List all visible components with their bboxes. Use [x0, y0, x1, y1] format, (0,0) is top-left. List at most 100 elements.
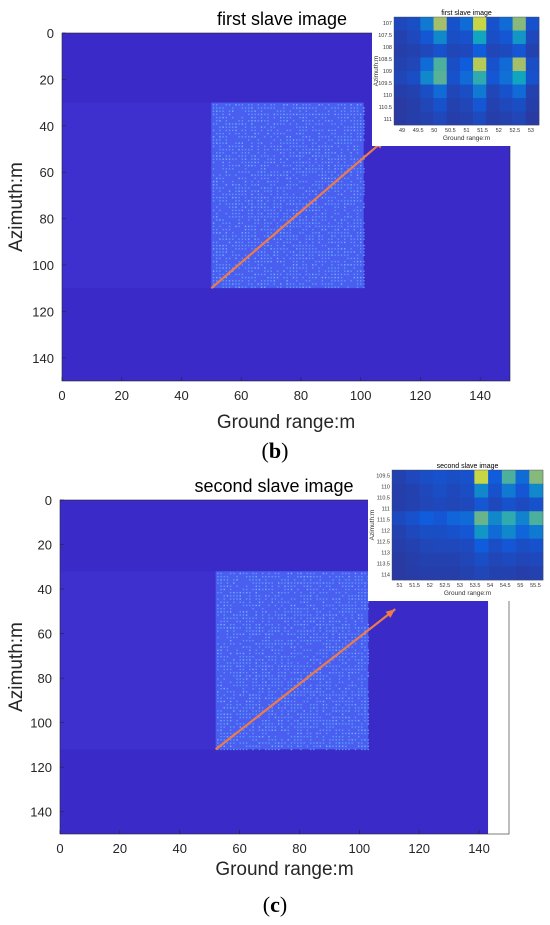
y-tick-label: 60 [40, 165, 54, 180]
scatter-dot [341, 582, 344, 584]
scatter-dot [261, 671, 264, 674]
scatter-dot [245, 627, 248, 629]
scatter-dot [293, 620, 296, 623]
scatter-dot [236, 595, 238, 597]
scatter-dot [303, 735, 305, 738]
scatter-dot [222, 238, 224, 240]
scatter-dot [367, 639, 369, 642]
scatter-dot [332, 572, 334, 575]
scatter-dot [276, 248, 279, 250]
scatter-dot [332, 633, 334, 635]
scatter-dot [220, 579, 222, 581]
scatter-dot [306, 623, 309, 626]
scatter-dot [302, 113, 304, 116]
x-tick-label: 140 [468, 841, 490, 856]
scatter-dot [321, 104, 324, 106]
scatter-dot [325, 646, 328, 648]
scatter-dot [361, 668, 363, 671]
scatter-dot [297, 575, 299, 578]
scatter-dot [248, 238, 250, 240]
scatter-dot [308, 148, 311, 151]
scatter-dot [280, 161, 282, 164]
scatter-dot [337, 238, 340, 240]
scatter-dot [236, 579, 238, 581]
scatter-dot [255, 694, 257, 696]
scatter-dot [334, 241, 336, 244]
scatter-dot [305, 203, 308, 205]
scatter-dot [319, 716, 321, 719]
scatter-dot [324, 161, 327, 164]
scatter-dot [219, 209, 221, 212]
scatter-dot [325, 585, 328, 587]
scatter-dot [232, 158, 234, 160]
scatter-dot [315, 158, 317, 160]
scatter-dot [222, 254, 224, 256]
scatter-dot [283, 190, 285, 192]
scatter-dot [308, 273, 311, 276]
scatter-dot [251, 123, 253, 125]
inset-heatmap-cell [394, 30, 408, 45]
scatter-dot [347, 145, 349, 148]
scatter-dot [322, 623, 325, 626]
scatter-dot [328, 270, 330, 272]
scatter-dot [222, 180, 224, 183]
scatter-dot [225, 200, 228, 202]
scatter-dot [332, 639, 334, 642]
scatter-dot [265, 719, 267, 722]
scatter-dot [350, 184, 352, 186]
scatter-dot [345, 703, 347, 706]
scatter-dot [302, 139, 304, 141]
scatter-dot [289, 238, 292, 240]
scatter-dot [338, 649, 341, 651]
scatter-dot [357, 707, 360, 709]
scatter-dot [300, 639, 302, 642]
scatter-dot [276, 171, 279, 173]
scatter-dot [303, 575, 305, 578]
scatter-dot [341, 643, 344, 645]
scatter-dot [312, 267, 314, 269]
scatter-dot [261, 659, 264, 661]
scatter-dot [283, 232, 285, 234]
scatter-dot [308, 257, 311, 260]
scatter-dot [264, 283, 266, 285]
scatter-dot [325, 703, 328, 706]
scatter-dot [260, 206, 263, 208]
scatter-dot [248, 161, 250, 164]
scatter-dot [219, 120, 221, 122]
scatter-dot [354, 611, 357, 613]
scatter-dot [356, 283, 359, 285]
scatter-dot [289, 142, 292, 144]
scatter-dot [271, 585, 273, 587]
inset-x-tick-label: 54.5 [500, 583, 511, 589]
scatter-dot [324, 244, 327, 247]
scatter-dot [303, 694, 305, 696]
scatter-dot [312, 148, 314, 151]
scatter-dot [257, 203, 260, 205]
scatter-dot [296, 206, 298, 208]
scatter-dot [337, 193, 340, 196]
scatter-dot [268, 713, 270, 715]
scatter-dot [321, 251, 324, 253]
scatter-dot [363, 110, 365, 112]
scatter-dot [252, 582, 254, 584]
scatter-dot [228, 203, 231, 205]
scatter-dot [273, 180, 276, 183]
scatter-dot [325, 643, 328, 645]
scatter-dot [283, 212, 285, 215]
x-tick-label: 100 [350, 388, 372, 403]
scatter-dot [302, 193, 304, 196]
scatter-dot [281, 579, 283, 581]
scatter-dot [328, 136, 330, 138]
scatter-dot [242, 681, 245, 683]
scatter-dot [238, 209, 240, 212]
scatter-dot [309, 575, 312, 578]
scatter-dot [325, 614, 328, 616]
scatter-dot [264, 152, 266, 154]
scatter-dot [223, 745, 225, 747]
scatter-dot [328, 164, 330, 167]
scatter-dot [305, 267, 308, 269]
scatter-dot [261, 668, 264, 671]
scatter-dot [344, 260, 346, 263]
scatter-dot [329, 604, 331, 607]
scatter-dot [309, 643, 312, 645]
